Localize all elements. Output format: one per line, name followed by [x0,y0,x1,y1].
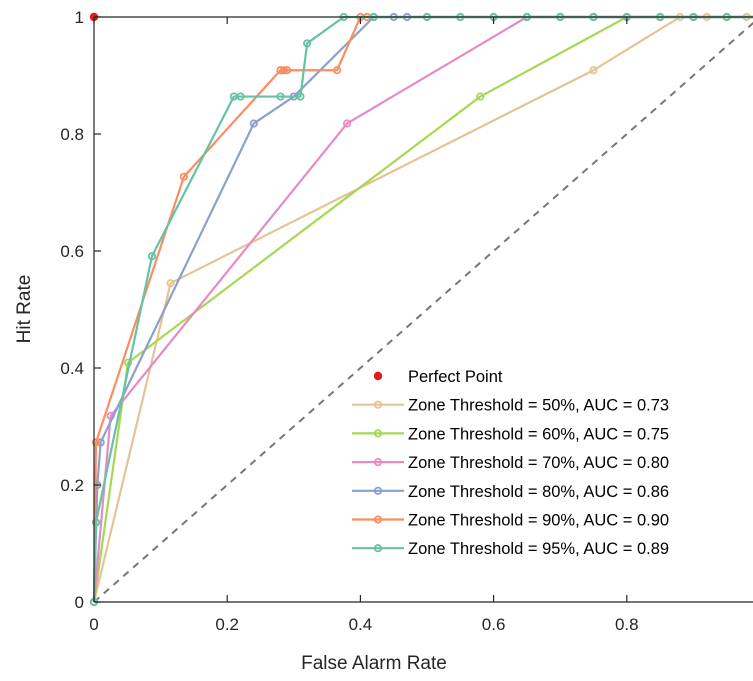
legend-marker [373,457,383,467]
legend-perfect-point-marker [373,371,383,381]
series-point [91,438,101,447]
series-point [166,279,175,288]
series-point [476,92,485,101]
x-tick-label: 0.8 [615,615,639,634]
x-axis-title: False Alarm Rate [301,653,447,674]
legend-marker [373,400,383,409]
axes: 0 0.2 0.4 0.6 0.8 1 0 0.2 0.4 0.6 0.8 [60,8,753,634]
legend-item-series-2: Zone Threshold = 60%, AUC = 0.75 [352,425,669,443]
series-point [276,92,285,101]
legend-marker [373,486,383,495]
legend-item-series-3: Zone Threshold = 70%, AUC = 0.80 [352,454,669,472]
series-point [332,66,342,75]
x-tick-label: 0 [89,615,98,634]
legend-marker [373,429,383,438]
y-axis-title: Hit Rate [14,275,35,344]
legend-label: Zone Threshold = 90%, AUC = 0.90 [408,512,669,530]
y-tick-label: 0.2 [60,476,84,495]
series-point [249,119,258,128]
legend-marker [373,515,383,524]
series-point [91,518,101,527]
y-tick-label: 0 [75,593,84,612]
series-point [96,438,105,447]
legend-item-perfect-point: Perfect Point [373,368,503,386]
x-tick-label: 0.2 [215,615,239,634]
series-point [589,66,598,75]
legend-marker [373,544,383,553]
legend-label: Zone Threshold = 60%, AUC = 0.75 [408,425,669,443]
series-point [342,119,352,128]
legend-label: Zone Threshold = 95%, AUC = 0.89 [408,540,669,558]
series-point [283,66,292,75]
x-tick-label: 0.4 [349,615,373,634]
legend-label: Perfect Point [408,368,503,386]
y-tick-label: 0.8 [60,125,84,144]
series-point [279,66,288,75]
legend: Perfect Point Zone Threshold = 50%, AUC =… [352,368,669,558]
legend-item-series-1: Zone Threshold = 50%, AUC = 0.73 [352,397,669,415]
series-point [303,39,312,48]
y-tick-label: 0.6 [60,242,84,261]
legend-item-series-5: Zone Threshold = 90%, AUC = 0.90 [352,512,669,530]
legend-label: Zone Threshold = 80%, AUC = 0.86 [408,483,669,501]
y-tick-label: 0.4 [60,359,84,378]
x-tick-label: 0.6 [482,615,506,634]
legend-label: Zone Threshold = 50%, AUC = 0.73 [408,397,669,415]
legend-item-series-6: Zone Threshold = 95%, AUC = 0.89 [352,540,669,558]
chance-diagonal-line [93,21,753,603]
series-point [147,252,157,261]
series-point [236,92,245,101]
y-tick-label: 1 [75,8,84,27]
legend-item-series-4: Zone Threshold = 80%, AUC = 0.86 [352,483,669,501]
series-point [179,172,189,181]
legend-label: Zone Threshold = 70%, AUC = 0.80 [408,454,669,472]
series-point [296,92,305,101]
